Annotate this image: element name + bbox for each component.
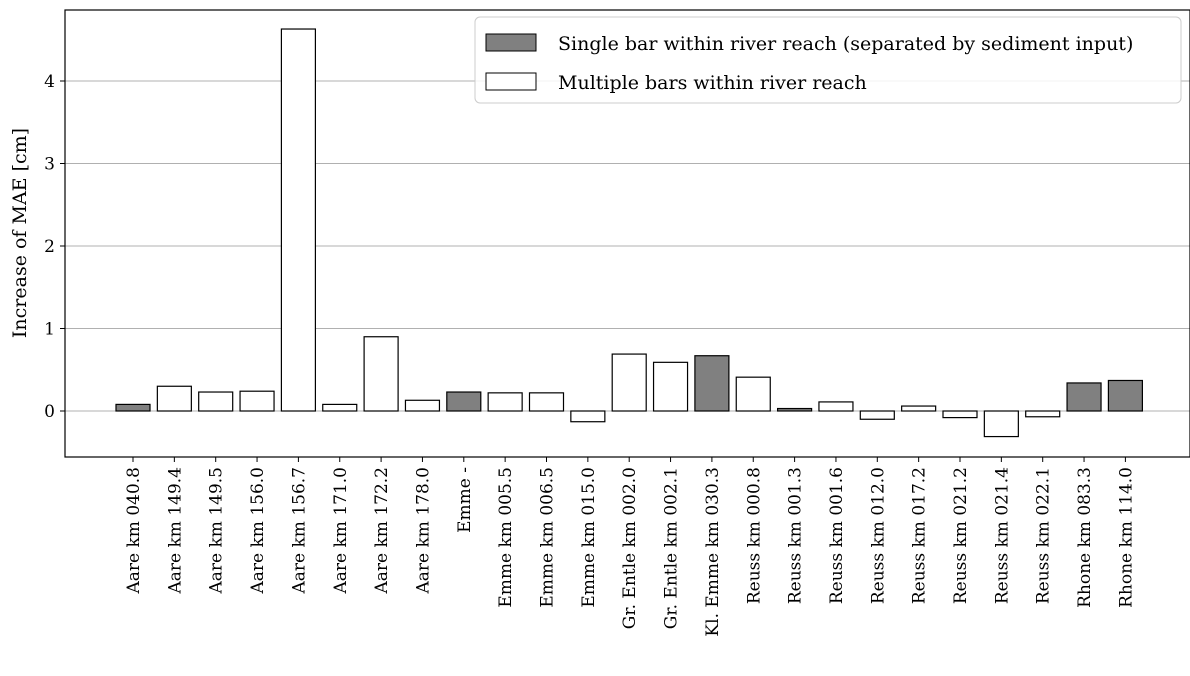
bar xyxy=(735,376,771,412)
bar xyxy=(818,401,854,412)
legend-label-single: Single bar within river reach (separated… xyxy=(558,33,1133,55)
x-tick-label: Emme km 015.0 xyxy=(579,467,599,608)
bar xyxy=(446,391,482,412)
bar xyxy=(528,392,565,412)
bar xyxy=(859,410,895,420)
bar xyxy=(652,361,689,412)
bar xyxy=(983,410,1019,438)
x-tick-label: Reuss km 021.4 xyxy=(992,467,1012,604)
x-tick-label: Aare km 178.0 xyxy=(413,467,433,595)
x-tick-label: Rhone km 083.3 xyxy=(1075,467,1095,608)
bar xyxy=(1066,382,1102,412)
x-tick-label: Aare km 156.0 xyxy=(248,467,268,595)
y-tick-label: 2 xyxy=(44,237,55,257)
x-tick-label: Emme km 005.5 xyxy=(496,467,516,608)
x-tick-label: Reuss km 012.0 xyxy=(868,467,888,604)
y-axis-label: Increase of MAE [cm] xyxy=(9,128,31,338)
bar xyxy=(694,355,730,412)
legend-box xyxy=(474,16,1182,104)
y-tick-label: 1 xyxy=(44,320,55,340)
y-tick-label: 3 xyxy=(44,155,55,175)
x-tick-label: Reuss km 017.2 xyxy=(910,467,930,604)
x-tick-label: Emme km 006.5 xyxy=(538,467,558,608)
bar xyxy=(363,336,399,412)
bar xyxy=(280,28,316,412)
x-tick-label: Reuss km 021.2 xyxy=(951,467,971,604)
bar xyxy=(570,410,606,423)
bar xyxy=(487,392,523,412)
x-tick-label: Reuss km 001.6 xyxy=(827,467,847,604)
x-tick-label: Reuss km 000.8 xyxy=(744,467,764,604)
x-tick-label: Reuss km 001.3 xyxy=(786,467,806,604)
bar xyxy=(1025,410,1061,418)
legend-label-multiple: Multiple bars within river reach xyxy=(558,72,867,94)
bar xyxy=(322,403,358,412)
bar xyxy=(776,407,813,412)
y-tick-label: 4 xyxy=(44,72,55,92)
legend-swatch-single xyxy=(485,33,537,52)
x-tick-label: Emme - xyxy=(455,467,475,533)
bar xyxy=(115,403,151,412)
legend: Single bar within river reach (separated… xyxy=(474,16,1182,104)
x-tick-label: Gr. Entle km 002.0 xyxy=(620,467,640,629)
bar xyxy=(239,390,275,412)
x-tick-label: Aare km 172.2 xyxy=(372,467,392,595)
bar xyxy=(404,399,441,412)
x-tick-label: Aare km 171.0 xyxy=(331,467,351,595)
bar xyxy=(198,391,234,412)
x-tick-label: Aare km 149.4 xyxy=(165,467,185,595)
bar xyxy=(156,385,192,412)
bar xyxy=(611,353,647,412)
x-tick-label: Rhone km 114.0 xyxy=(1116,467,1136,608)
x-tick-label: Aare km 149.5 xyxy=(207,467,227,595)
x-axis: Aare km 040.8 Aare km 149.4 Aare km 149.5 A… xyxy=(124,457,1136,637)
plot-frame xyxy=(64,9,1190,458)
bars xyxy=(115,28,1144,438)
x-tick-label: Aare km 156.7 xyxy=(289,467,309,595)
bar xyxy=(1107,379,1144,412)
x-tick-label: Aare km 040.8 xyxy=(124,467,144,595)
y-tick-label: 0 xyxy=(44,402,55,422)
bar xyxy=(901,405,937,412)
x-tick-label: Reuss km 022.1 xyxy=(1034,467,1054,604)
legend-swatch-multiple xyxy=(485,72,537,91)
x-tick-label: Kl. Emme km 030.3 xyxy=(703,467,723,637)
bar xyxy=(942,410,978,419)
x-tick-label: Gr. Entle km 002.1 xyxy=(662,467,682,629)
y-axis: 0 1 2 3 4 xyxy=(44,72,65,422)
